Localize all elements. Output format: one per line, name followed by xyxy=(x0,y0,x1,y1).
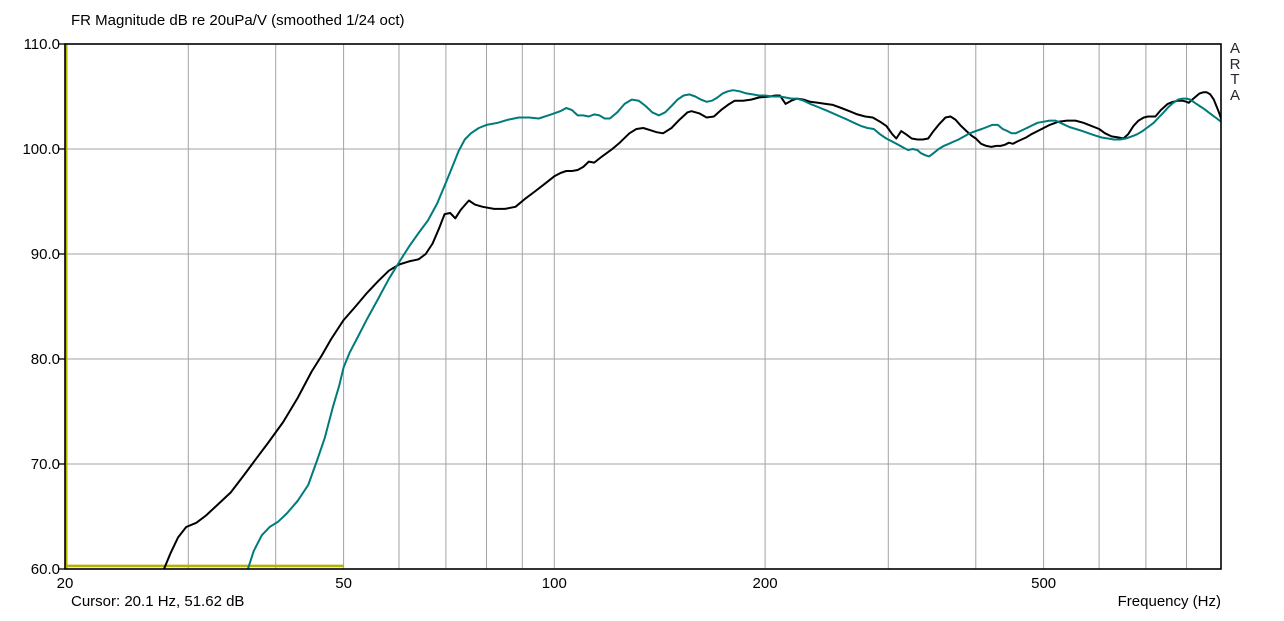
y-tick-label: 70.0 xyxy=(30,456,60,473)
cursor-readout: Cursor: 20.1 Hz, 51.62 dB xyxy=(71,593,245,610)
arta-logo-letter: T xyxy=(1230,71,1240,88)
trace-1-black xyxy=(163,91,1221,569)
y-tick-label: 100.0 xyxy=(22,141,60,158)
arta-logo-letter: A xyxy=(1229,40,1240,57)
x-tick-label: 200 xyxy=(752,575,778,592)
y-tick-label: 60.0 xyxy=(30,561,60,578)
y-tick-label: 80.0 xyxy=(30,351,60,368)
x-tick-label: 50 xyxy=(335,575,352,592)
y-tick-label: 110.0 xyxy=(23,36,60,53)
x-tick-label: 500 xyxy=(1031,575,1057,592)
x-tick-label: 100 xyxy=(541,575,567,592)
x-axis-label: Frequency (Hz) xyxy=(1117,593,1221,610)
chart-title: FR Magnitude dB re 20uPa/V (smoothed 1/2… xyxy=(71,12,405,29)
arta-logo-letter: A xyxy=(1229,86,1240,104)
trace-2-teal xyxy=(246,89,1221,569)
y-tick-label: 90.0 xyxy=(30,246,60,263)
x-tick-label: 20 xyxy=(56,575,74,592)
arta-logo-letter: R xyxy=(1229,55,1241,73)
plot-border xyxy=(64,43,1222,570)
